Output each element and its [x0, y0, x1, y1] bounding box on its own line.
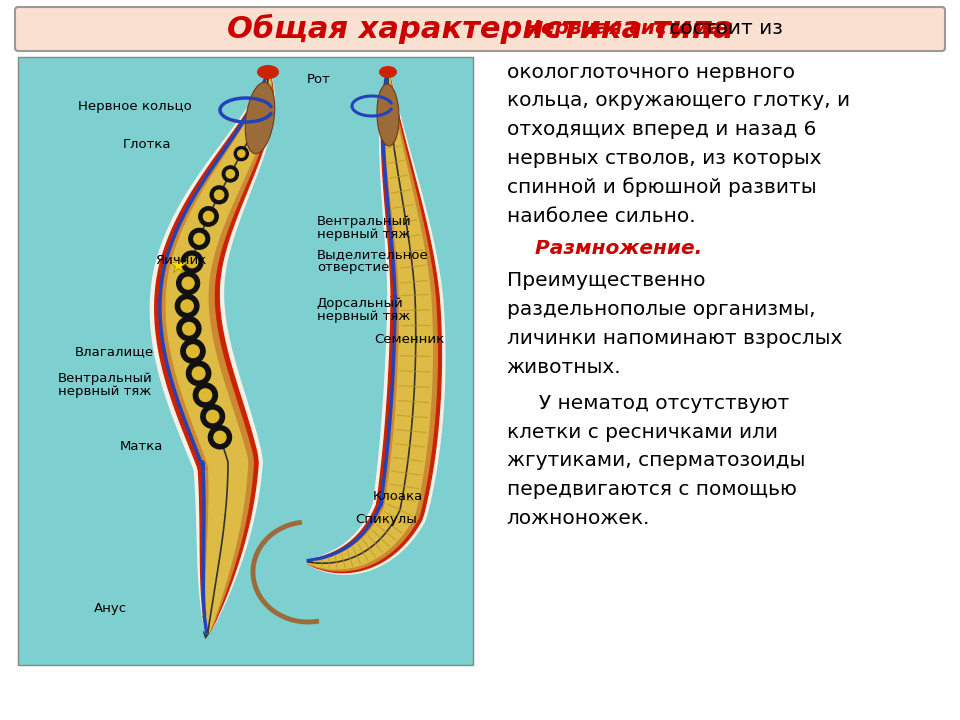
Circle shape [234, 147, 249, 161]
Circle shape [199, 389, 211, 402]
Circle shape [201, 405, 225, 428]
Circle shape [186, 256, 198, 268]
Circle shape [223, 166, 238, 182]
Circle shape [238, 150, 245, 157]
Text: ложноножек.: ложноножек. [507, 509, 650, 528]
Polygon shape [160, 75, 272, 632]
Ellipse shape [245, 82, 275, 153]
Text: Вентральный: Вентральный [58, 372, 153, 385]
Polygon shape [155, 75, 274, 632]
Circle shape [181, 251, 203, 273]
FancyBboxPatch shape [15, 7, 945, 51]
Text: передвигаются с помощью: передвигаются с помощью [507, 480, 797, 499]
Text: клетки с ресничками или: клетки с ресничками или [507, 423, 778, 441]
Text: наиболее сильно.: наиболее сильно. [507, 207, 695, 225]
Text: нервный тяж: нервный тяж [317, 310, 410, 323]
Text: У нематод отсутствуют: У нематод отсутствуют [507, 394, 789, 413]
Text: нервный тяж: нервный тяж [317, 228, 410, 241]
Text: Глотка: Глотка [122, 138, 171, 150]
Circle shape [180, 339, 205, 364]
Text: отходящих вперед и назад 6: отходящих вперед и назад 6 [507, 120, 816, 139]
Text: Спикулы: Спикулы [355, 513, 417, 526]
Ellipse shape [379, 66, 397, 78]
Circle shape [214, 431, 226, 444]
Circle shape [186, 361, 211, 385]
Circle shape [227, 170, 234, 178]
Text: жгутиками, сперматозоиды: жгутиками, сперматозоиды [507, 451, 805, 470]
Polygon shape [308, 75, 432, 569]
Ellipse shape [377, 84, 399, 146]
Text: Дорсальный: Дорсальный [317, 297, 403, 310]
Text: Анус: Анус [94, 602, 128, 615]
Text: Выделительное: Выделительное [317, 248, 428, 261]
Circle shape [214, 190, 224, 199]
Text: Клоака: Клоака [372, 490, 422, 503]
Circle shape [193, 383, 218, 408]
Circle shape [176, 294, 199, 318]
Text: состоит из: состоит из [662, 19, 782, 38]
Text: личинки напоминают взрослых: личинки напоминают взрослых [507, 329, 842, 348]
Text: Влагалище: Влагалище [75, 345, 154, 358]
Circle shape [177, 317, 201, 341]
Circle shape [192, 367, 204, 379]
Circle shape [210, 186, 228, 204]
Text: Рот: Рот [307, 73, 331, 86]
Text: Матка: Матка [120, 440, 163, 453]
Circle shape [177, 271, 200, 294]
Circle shape [181, 300, 193, 312]
Bar [18, 57, 473, 665]
Polygon shape [166, 75, 271, 632]
Circle shape [206, 410, 219, 423]
Text: нервных стволов, из которых: нервных стволов, из которых [507, 149, 821, 168]
Text: Размножение.: Размножение. [507, 239, 702, 258]
Text: Семенник: Семенник [374, 333, 444, 346]
Circle shape [208, 426, 231, 449]
Polygon shape [151, 75, 275, 632]
Text: отверстие: отверстие [317, 261, 389, 274]
Text: спинной и брюшной развиты: спинной и брюшной развиты [507, 177, 816, 197]
Circle shape [204, 212, 213, 222]
Text: Яичник: Яичник [155, 254, 206, 267]
Text: животных.: животных. [507, 358, 621, 377]
Text: раздельнополые организмы,: раздельнополые организмы, [507, 300, 815, 319]
Polygon shape [308, 75, 442, 572]
Text: Преимущественно: Преимущественно [507, 271, 705, 290]
Polygon shape [308, 75, 444, 575]
Ellipse shape [257, 65, 279, 79]
Circle shape [182, 323, 195, 335]
Text: Вентральный: Вентральный [317, 215, 412, 228]
Circle shape [182, 277, 194, 289]
Text: окологлоточного нервного: окологлоточного нервного [507, 63, 795, 81]
Polygon shape [308, 75, 438, 571]
Text: кольца, окружающего глотку, и: кольца, окружающего глотку, и [507, 91, 850, 110]
Text: Нервная система: Нервная система [524, 19, 723, 38]
Text: нервный тяж: нервный тяж [58, 385, 151, 398]
Circle shape [199, 207, 218, 226]
Text: Нервное кольцо: Нервное кольцо [79, 100, 192, 113]
Circle shape [189, 228, 209, 249]
Circle shape [186, 345, 200, 358]
Bar [490, 57, 942, 665]
Text: Общая характеристика типа: Общая характеристика типа [227, 14, 733, 44]
Circle shape [194, 233, 204, 244]
